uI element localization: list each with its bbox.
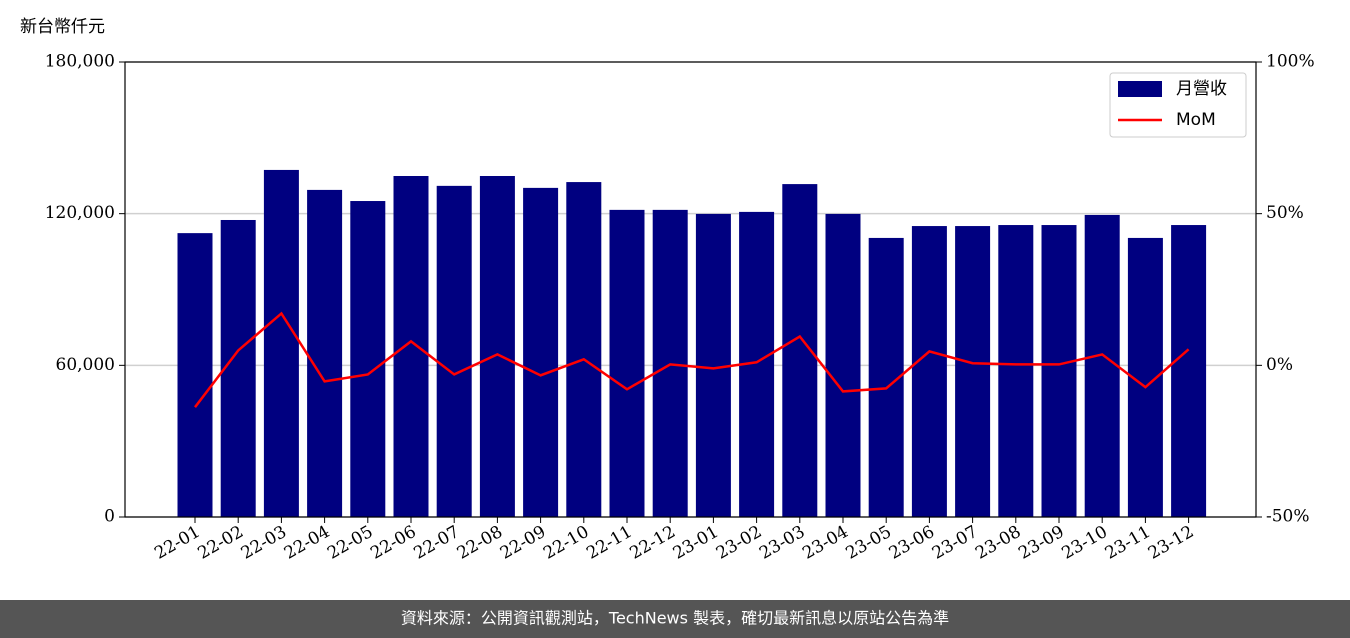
legend-label: MoM bbox=[1176, 110, 1216, 130]
x-tick-label: 23-07 bbox=[929, 522, 981, 564]
bar bbox=[1171, 225, 1207, 517]
bar bbox=[609, 209, 645, 517]
y-tick-label: 60,000 bbox=[56, 355, 115, 375]
x-tick-label: 23-12 bbox=[1145, 522, 1197, 564]
plot-frame bbox=[124, 61, 1257, 518]
footer-band bbox=[0, 600, 1350, 638]
bar bbox=[479, 176, 515, 517]
bar bbox=[523, 187, 559, 517]
bar bbox=[695, 213, 731, 518]
bar bbox=[1041, 225, 1077, 517]
x-tick-label: 22-05 bbox=[324, 522, 376, 564]
bar bbox=[998, 225, 1034, 517]
bar bbox=[307, 189, 343, 517]
x-tick-label: 22-12 bbox=[627, 522, 679, 564]
x-tick-label: 22-07 bbox=[411, 522, 463, 564]
line bbox=[194, 311, 1190, 408]
x-tick-label: 23-11 bbox=[1102, 522, 1154, 564]
x-tick-label: 23-09 bbox=[1015, 522, 1067, 564]
y2-tick-label: 100% bbox=[1266, 52, 1315, 72]
bar bbox=[177, 233, 213, 517]
x-tick-label: 22-01 bbox=[151, 522, 203, 564]
x-tick-label: 22-10 bbox=[540, 522, 592, 564]
x-tick-label: 23-02 bbox=[713, 522, 765, 564]
x-tick-label: 22-06 bbox=[367, 522, 419, 564]
x-tick-label: 23-04 bbox=[799, 522, 851, 564]
x-tick-label: 22-08 bbox=[454, 522, 506, 564]
legend-label: 月營收 bbox=[1176, 79, 1227, 99]
y-axis-label: 新台幣仟元 bbox=[20, 17, 105, 37]
y-tick-label: 120,000 bbox=[45, 203, 115, 223]
y2-tick-label: -50% bbox=[1266, 507, 1310, 527]
bar bbox=[263, 169, 299, 518]
x-tick-label: 23-06 bbox=[886, 522, 938, 564]
bar bbox=[1084, 214, 1120, 518]
x-tick-label: 23-03 bbox=[756, 522, 808, 564]
x-tick-label: 22-02 bbox=[195, 522, 247, 564]
x-tick-label: 23-08 bbox=[972, 522, 1024, 564]
x-tick-label: 22-11 bbox=[583, 522, 635, 564]
x-tick-label: 22-09 bbox=[497, 522, 549, 564]
x-tick-label: 22-03 bbox=[238, 522, 290, 564]
y-tick-label: 180,000 bbox=[45, 52, 115, 72]
x-tick-label: 22-04 bbox=[281, 522, 333, 564]
y2-tick-label: 50% bbox=[1266, 203, 1304, 223]
bar bbox=[825, 213, 861, 518]
bar bbox=[436, 185, 472, 517]
footer: 資料來源：公開資訊觀測站，TechNews 製表，確切最新訊息以原站公告為準 bbox=[401, 609, 949, 628]
bar bbox=[350, 201, 386, 517]
bar bbox=[955, 226, 991, 517]
x-tick-label: 23-01 bbox=[670, 522, 722, 564]
bar bbox=[911, 226, 947, 517]
bar bbox=[393, 176, 429, 517]
y-tick-label: 0 bbox=[104, 507, 115, 527]
bar bbox=[566, 182, 602, 517]
bar bbox=[220, 219, 256, 517]
x-tick-label: 23-05 bbox=[843, 522, 895, 564]
y2-tick-label: 0% bbox=[1266, 355, 1293, 375]
x-tick-label: 23-10 bbox=[1059, 522, 1111, 564]
legend-swatch bbox=[1118, 81, 1162, 97]
